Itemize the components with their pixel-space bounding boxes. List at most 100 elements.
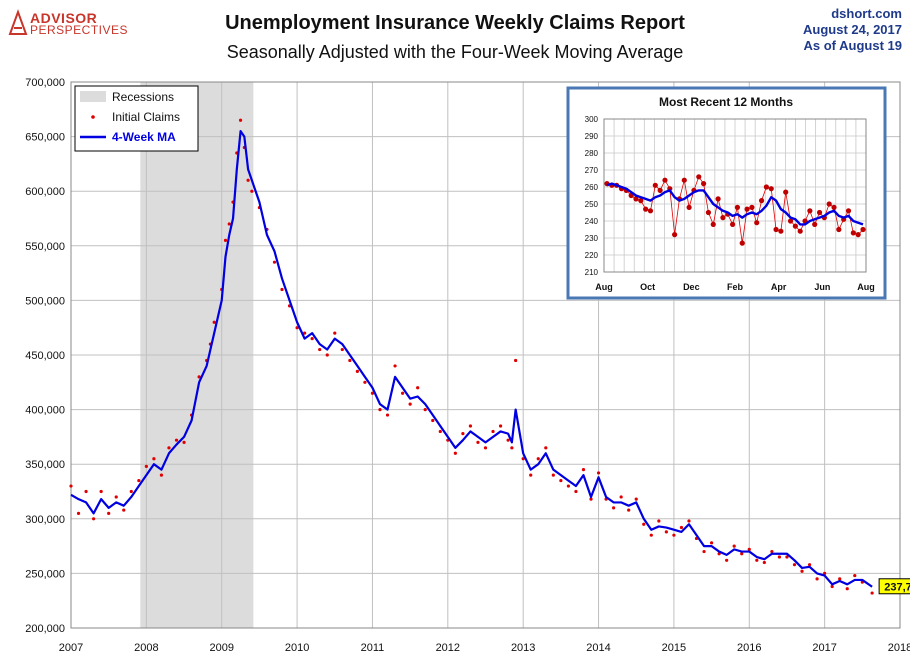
inset-y-tick-label: 220 xyxy=(585,251,599,260)
claims-point xyxy=(174,438,179,442)
inset-claims-point xyxy=(812,221,818,227)
claims-point xyxy=(679,525,684,530)
claims-point xyxy=(551,473,555,477)
claims-point xyxy=(129,489,133,494)
inset-x-tick-label: Aug xyxy=(857,282,875,292)
claims-point xyxy=(536,457,540,461)
x-tick-label: 2014 xyxy=(586,642,610,654)
claims-point xyxy=(303,331,307,335)
claims-point xyxy=(755,558,759,562)
claims-point xyxy=(468,424,473,428)
inset-claims-point xyxy=(787,218,794,224)
claims-point xyxy=(612,506,616,510)
claims-point xyxy=(378,408,382,412)
inset-claims-point xyxy=(729,221,736,227)
report-date: August 24, 2017 xyxy=(803,22,902,37)
claims-point xyxy=(238,118,243,122)
inset-x-tick-label: Apr xyxy=(771,282,787,292)
claims-point xyxy=(476,440,480,444)
claims-point xyxy=(634,497,638,501)
plot-frame xyxy=(70,81,901,629)
claims-point xyxy=(574,489,578,494)
y-tick-label: 700,000 xyxy=(25,77,65,89)
inset-x-tick-label: Feb xyxy=(727,282,744,292)
claims-point xyxy=(709,541,714,545)
claims-point xyxy=(823,571,827,576)
claims-point xyxy=(393,364,397,368)
claims-point xyxy=(461,432,465,436)
inset-claims-point xyxy=(710,221,716,227)
claims-point xyxy=(740,552,744,556)
y-tick-label: 500,000 xyxy=(25,295,65,307)
claims-point xyxy=(385,413,390,417)
claims-point xyxy=(830,584,834,589)
inset-claims-point xyxy=(836,226,842,233)
claims-point xyxy=(762,560,766,565)
x-tick-label: 2012 xyxy=(436,642,460,654)
inset-claims-point xyxy=(686,204,692,210)
claims-point xyxy=(514,358,518,363)
inset-claims-point xyxy=(763,184,769,190)
inset-claims-point xyxy=(643,206,649,212)
claims-point xyxy=(642,522,646,526)
claims-point xyxy=(69,484,73,488)
claims-point xyxy=(664,530,668,534)
y-tick-label: 200,000 xyxy=(25,623,65,635)
inset-y-tick-label: 300 xyxy=(585,115,599,124)
inset-claims-point xyxy=(783,189,789,195)
inset-ma-line xyxy=(606,182,864,226)
claims-point xyxy=(870,591,874,595)
chart-subtitle: Seasonally Adjusted with the Four-Week M… xyxy=(226,42,684,62)
claims-point xyxy=(649,533,653,537)
claims-point xyxy=(182,440,186,444)
inset-claims-point xyxy=(734,204,741,210)
y-tick-label: 600,000 xyxy=(25,186,65,198)
logo-text-perspectives: PERSPECTIVES xyxy=(30,23,129,37)
inset-y-tick-label: 240 xyxy=(585,217,599,226)
claims-point xyxy=(725,558,729,562)
claims-point xyxy=(853,573,857,578)
claims-point xyxy=(521,457,525,461)
claims-point xyxy=(137,478,141,483)
x-tick-label: 2007 xyxy=(59,642,83,654)
inset-claims-point xyxy=(758,198,765,204)
claims-point xyxy=(370,391,375,395)
x-tick-label: 2018 xyxy=(888,642,910,654)
claims-point xyxy=(122,508,126,512)
claims-point xyxy=(506,438,510,442)
claims-point xyxy=(529,473,533,477)
claims-point xyxy=(227,222,231,226)
claims-point xyxy=(491,429,495,434)
inset-claims-point xyxy=(672,232,678,238)
inset-y-tick-label: 290 xyxy=(585,132,599,141)
claims-point xyxy=(596,471,601,475)
inset-claims-point xyxy=(633,196,639,202)
claims-point xyxy=(223,238,228,242)
inset-claims-point xyxy=(739,240,745,246)
inset-claims-point xyxy=(860,226,866,233)
ma-line xyxy=(70,130,873,588)
source-label: dshort.com xyxy=(831,6,902,21)
claims-point xyxy=(657,519,661,523)
claims-point xyxy=(792,563,797,567)
inset-y-tick-label: 270 xyxy=(585,166,599,175)
claims-point xyxy=(295,326,299,330)
claims-point xyxy=(310,337,314,341)
claims-point xyxy=(416,386,420,390)
claims-point xyxy=(423,408,427,412)
legend-recession-swatch xyxy=(80,91,106,102)
x-tick-label: 2013 xyxy=(511,642,535,654)
advisor-perspectives-logo: ADVISOR PERSPECTIVES xyxy=(8,8,138,38)
inset-claims-point xyxy=(792,223,798,229)
claims-point xyxy=(800,569,804,573)
claims-point xyxy=(619,495,623,499)
x-tick-label: 2015 xyxy=(662,642,686,654)
inset-claims-point xyxy=(749,204,755,210)
inset-claims-point xyxy=(768,186,774,192)
inset-x-tick-label: Aug xyxy=(595,282,613,292)
claims-point xyxy=(672,533,676,537)
inset-claims-point xyxy=(681,177,687,183)
claims-point xyxy=(785,555,789,559)
claims-point xyxy=(807,563,812,567)
claims-point xyxy=(581,468,586,472)
